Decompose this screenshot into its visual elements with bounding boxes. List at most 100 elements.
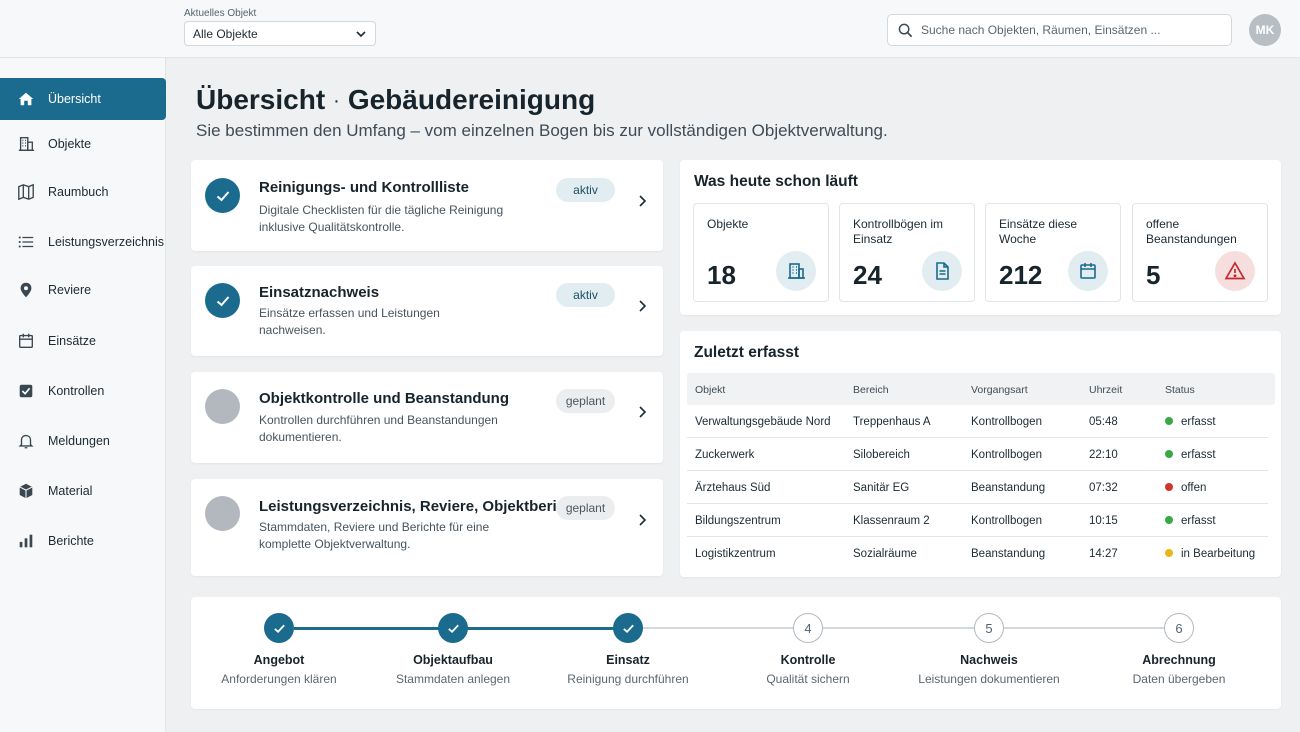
kpi-label: Einsätze diese Woche bbox=[999, 217, 1078, 246]
sidebar: Übersicht Objekte Raumbuch Leistungsverz… bbox=[0, 58, 166, 732]
step-circle bbox=[613, 613, 643, 643]
cell-objekt: Ärztehaus Süd bbox=[695, 482, 771, 494]
home-icon bbox=[18, 92, 34, 106]
chevron-right-icon bbox=[639, 514, 647, 526]
cell-uhrzeit: 05:48 bbox=[1089, 416, 1118, 428]
title-separator: · bbox=[333, 90, 340, 113]
sidebar-item-label: Reviere bbox=[48, 283, 92, 297]
kpi-label: Kontrollbögen im Einsatz bbox=[853, 217, 944, 246]
sidebar-item-uebersicht[interactable]: Übersicht bbox=[0, 78, 166, 120]
kpi-label: offene Beanstandungen bbox=[1146, 217, 1237, 246]
module-description: Kontrollen durchführen und Beanstandunge… bbox=[259, 413, 498, 444]
search-icon bbox=[898, 23, 913, 37]
cell-objekt: Bildungszentrum bbox=[695, 515, 781, 527]
step-subtitle: Reinigung durchführen bbox=[567, 672, 689, 686]
sidebar-item-label: Meldungen bbox=[48, 434, 110, 448]
sidebar-item-label: Berichte bbox=[48, 534, 94, 548]
step-title: Abrechnung bbox=[1142, 653, 1216, 667]
box-icon bbox=[19, 483, 33, 499]
module-status-icon bbox=[205, 283, 240, 318]
sidebar-item-reviere[interactable]: Reviere bbox=[0, 269, 166, 311]
sidebar-item-label: Übersicht bbox=[48, 92, 101, 106]
table-row[interactable]: Ärztehaus Süd Sanitär EG Beanstandung 07… bbox=[687, 471, 1268, 504]
sidebar-item-leistungsverzeichnis[interactable]: Leistungsverzeichnis bbox=[0, 221, 166, 263]
step-abrechnung[interactable]: 6 Abrechnung Daten übergeben bbox=[1089, 613, 1269, 686]
step-subtitle: Stammdaten anlegen bbox=[395, 672, 511, 686]
kpi-icon-badge bbox=[776, 251, 816, 291]
status-text: erfasst bbox=[1181, 515, 1216, 527]
step-nachweis[interactable]: 5 Nachweis Leistungen dokumentieren bbox=[899, 613, 1079, 686]
module-title: Objektkontrolle und Beanstandung bbox=[259, 390, 510, 407]
step-circle: 4 bbox=[793, 613, 823, 643]
step-title: Einsatz bbox=[606, 653, 650, 667]
object-select[interactable]: Alle Objekte bbox=[184, 21, 376, 46]
module-card-leistungsverzeichnis[interactable]: Leistungsverzeichnis, Reviere, Objektber… bbox=[191, 479, 663, 576]
calendar-icon bbox=[1080, 263, 1096, 279]
table-header: Objekt Bereich Vorgangsart Uhrzeit Statu… bbox=[687, 373, 1275, 405]
step-angebot[interactable]: Angebot Anforderungen klären bbox=[189, 613, 369, 686]
cell-status: erfasst bbox=[1165, 416, 1216, 428]
step-kontrolle[interactable]: 4 Kontrolle Qualität sichern bbox=[718, 613, 898, 686]
step-circle bbox=[438, 613, 468, 643]
sidebar-item-material[interactable]: Material bbox=[0, 470, 166, 512]
module-card-reinigungsliste[interactable]: Reinigungs- und Kontrollliste Digitale C… bbox=[191, 160, 663, 251]
step-subtitle: Leistungen dokumentieren bbox=[918, 672, 1060, 686]
chevron-down-icon bbox=[356, 30, 366, 37]
table-row[interactable]: Verwaltungsgebäude Nord Treppenhaus A Ko… bbox=[687, 405, 1268, 438]
module-title: Einsatznachweis bbox=[259, 284, 380, 301]
sidebar-item-raumbuch[interactable]: Raumbuch bbox=[0, 171, 166, 213]
sidebar-item-objekte[interactable]: Objekte bbox=[0, 123, 166, 165]
kpi-card-kontrollboegen[interactable]: Kontrollbögen im Einsatz 24 bbox=[839, 203, 975, 302]
table-row[interactable]: Logistikzentrum Sozialräume Beanstandung… bbox=[687, 537, 1268, 570]
step-title: Kontrolle bbox=[780, 653, 836, 667]
status-badge: geplant bbox=[556, 389, 615, 413]
sidebar-item-label: Einsätze bbox=[48, 334, 96, 348]
chevron-right-icon bbox=[639, 195, 647, 207]
sidebar-item-berichte[interactable]: Berichte bbox=[0, 520, 166, 562]
cell-objekt: Logistikzentrum bbox=[695, 548, 776, 560]
check-icon bbox=[216, 190, 229, 201]
sidebar-item-einsaetze[interactable]: Einsätze bbox=[0, 320, 166, 362]
kpi-card-einsaetze[interactable]: Einsätze diese Woche 212 bbox=[985, 203, 1121, 302]
column-header: Uhrzeit bbox=[1089, 384, 1123, 396]
kpi-value: 18 bbox=[707, 260, 736, 290]
module-status-icon bbox=[205, 178, 240, 213]
cell-vorgangsart: Beanstandung bbox=[971, 482, 1046, 494]
search-input[interactable] bbox=[921, 23, 1221, 37]
module-card-einsatznachweis[interactable]: Einsatznachweis Einsätze erfassen und Le… bbox=[191, 266, 663, 356]
step-subtitle: Qualität sichern bbox=[766, 672, 850, 686]
kpi-value: 24 bbox=[853, 260, 882, 290]
chevron-right-icon bbox=[639, 406, 647, 418]
object-select-value: Alle Objekte bbox=[193, 26, 258, 41]
status-badge: aktiv bbox=[556, 283, 615, 307]
step-objektaufbau[interactable]: Objektaufbau Stammdaten anlegen bbox=[363, 613, 543, 686]
cell-objekt: Verwaltungsgebäude Nord bbox=[695, 416, 831, 428]
module-description: Stammdaten, Reviere und Berichte für ein… bbox=[259, 520, 490, 551]
recent-panel: Zuletzt erfasst Objekt Bereich Vorgangsa… bbox=[680, 331, 1281, 577]
step-circle: 5 bbox=[974, 613, 1004, 643]
step-title: Nachweis bbox=[960, 653, 1018, 667]
search-box[interactable] bbox=[887, 14, 1232, 46]
status-dot bbox=[1165, 450, 1173, 458]
status-dot bbox=[1165, 483, 1173, 491]
status-text: erfasst bbox=[1181, 449, 1216, 461]
column-header: Objekt bbox=[695, 384, 726, 396]
step-einsatz[interactable]: Einsatz Reinigung durchführen bbox=[538, 613, 718, 686]
object-select-label: Aktuelles Objekt bbox=[184, 8, 257, 19]
table-row[interactable]: Bildungszentrum Klassenraum 2 Kontrollbo… bbox=[687, 504, 1268, 537]
cell-status: erfasst bbox=[1165, 515, 1216, 527]
page-title-section: Gebäudereinigung bbox=[347, 84, 596, 115]
table-row[interactable]: Zuckerwerk Silobereich Kontrollbogen 22:… bbox=[687, 438, 1268, 471]
recent-panel-title: Zuletzt erfasst bbox=[694, 344, 800, 361]
status-text: offen bbox=[1181, 482, 1207, 494]
sidebar-item-kontrollen[interactable]: Kontrollen bbox=[0, 370, 166, 412]
cell-uhrzeit: 07:32 bbox=[1089, 482, 1118, 494]
kpi-card-beanstandungen[interactable]: offene Beanstandungen 5 bbox=[1132, 203, 1268, 302]
cell-status: erfasst bbox=[1165, 449, 1216, 461]
kpi-card-objekte[interactable]: Objekte 18 bbox=[693, 203, 829, 302]
module-card-objektkontrolle[interactable]: Objektkontrolle und Beanstandung Kontrol… bbox=[191, 372, 663, 463]
page-subtitle: Sie bestimmen den Umfang – vom einzelnen… bbox=[196, 121, 888, 140]
user-avatar[interactable]: MK bbox=[1249, 14, 1281, 46]
cell-vorgangsart: Beanstandung bbox=[971, 548, 1046, 560]
sidebar-item-meldungen[interactable]: Meldungen bbox=[0, 420, 166, 462]
